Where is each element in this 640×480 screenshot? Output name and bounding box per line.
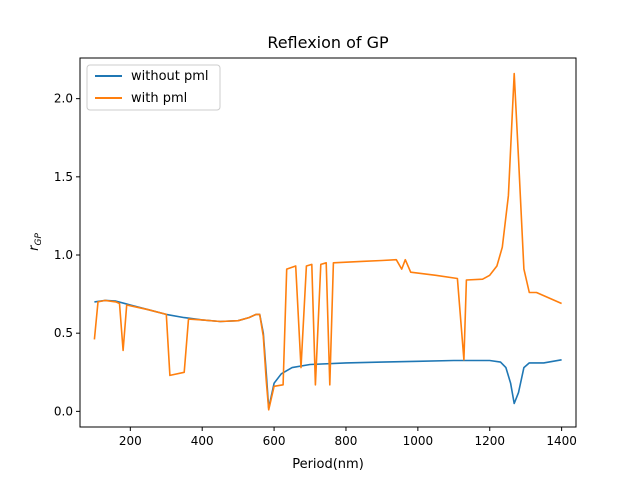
y-axis-label-subscript: GP [34, 233, 44, 246]
legend-label-without-pml: without pml [131, 69, 209, 84]
x-axis-label: Period(nm) [292, 457, 364, 472]
x-tick-label: 1400 [546, 434, 577, 448]
chart-title: Reflexion of GP [267, 33, 389, 52]
y-tick-label: 0.5 [54, 326, 73, 340]
legend-label-with-pml: with pml [131, 91, 187, 106]
legend: without pml with pml [86, 64, 221, 111]
x-tick-label: 1200 [474, 434, 505, 448]
x-tick-label: 800 [335, 434, 358, 448]
x-tick-label: 1000 [403, 434, 434, 448]
y-tick-label: 1.0 [54, 248, 73, 262]
plot-area-frame [79, 57, 577, 428]
y-axis-label-main: r [27, 244, 42, 251]
x-tick-label: 400 [191, 434, 214, 448]
x-tick-label: 600 [263, 434, 286, 448]
series-line-with-pml [93, 72, 562, 411]
y-axis-label: rGP [27, 233, 44, 251]
y-tick-label: 2.0 [54, 92, 73, 106]
series-layer [93, 72, 562, 411]
y-tick-label: 0.0 [54, 404, 73, 418]
x-tick-label: 200 [119, 434, 142, 448]
y-tick-label: 1.5 [54, 170, 73, 184]
y-axis: 0.0 0.5 1.0 1.5 2.0 [54, 92, 80, 418]
x-axis: 200 400 600 800 1000 1200 1400 [119, 427, 577, 448]
y-axis-label-group: rGP [27, 233, 44, 251]
series-line-without-pml [94, 299, 562, 409]
